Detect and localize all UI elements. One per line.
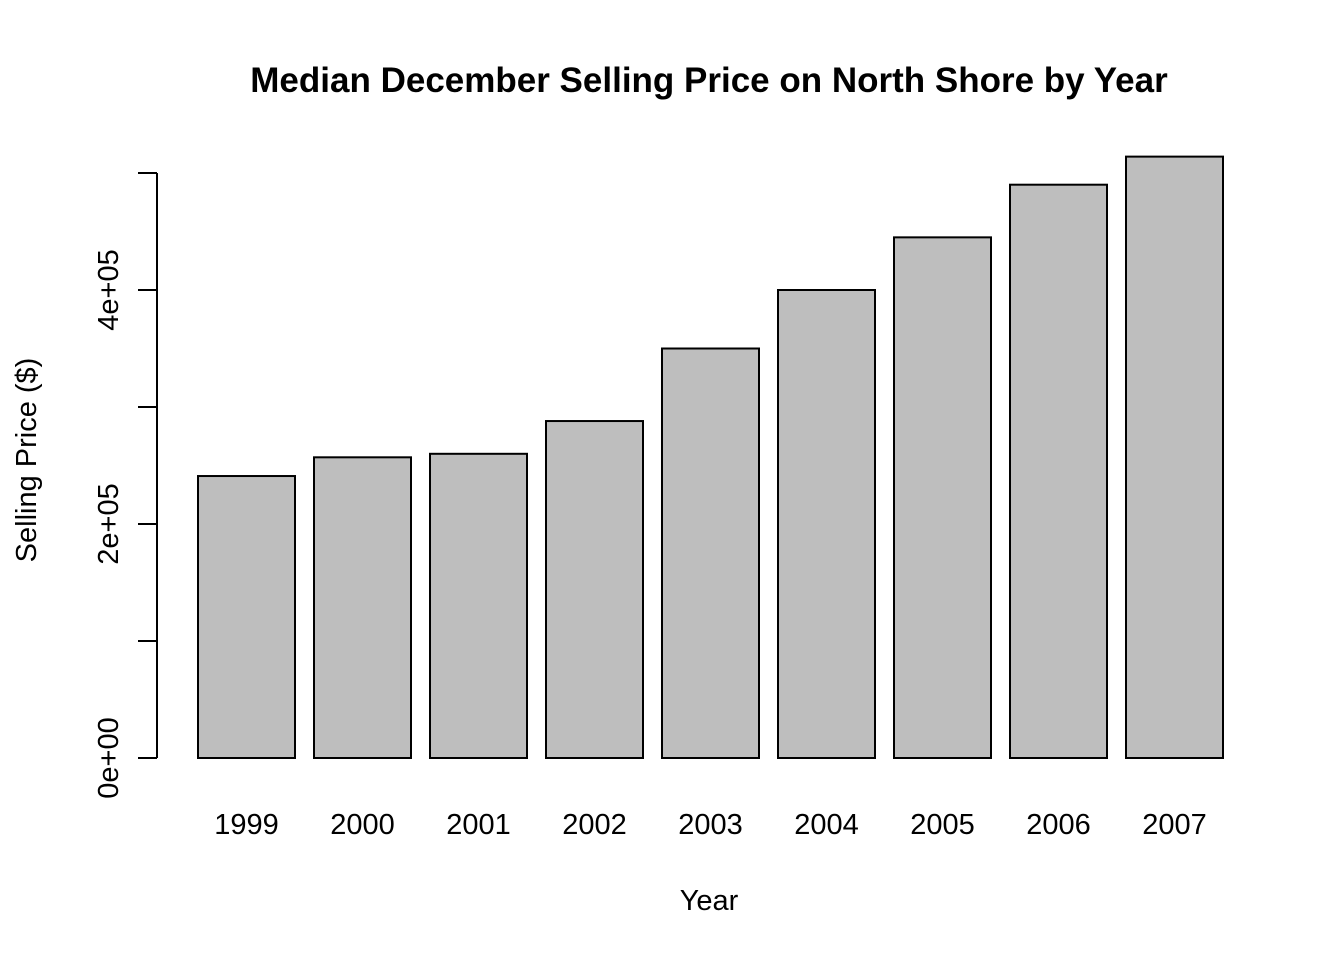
y-axis: 0e+00 2e+05 4e+05 bbox=[93, 172, 158, 799]
bar-2002 bbox=[545, 420, 644, 759]
x-tick-label-1999: 1999 bbox=[214, 809, 279, 841]
x-tick-label-2006: 2006 bbox=[1026, 809, 1091, 841]
y-tick-label: 4e+05 bbox=[93, 249, 125, 330]
bar-2001 bbox=[429, 452, 528, 759]
bar-2005 bbox=[893, 236, 992, 760]
x-tick-label-2000: 2000 bbox=[330, 809, 395, 841]
x-tick-label-2004: 2004 bbox=[794, 809, 859, 841]
y-tick-label: 0e+00 bbox=[93, 717, 125, 798]
y-tick-label: 2e+05 bbox=[93, 483, 125, 564]
bar-1999 bbox=[197, 475, 296, 759]
x-tick-label-2003: 2003 bbox=[678, 809, 743, 841]
x-tick-labels: 1999 2000 2001 2002 2003 2004 2005 2006 2007 bbox=[214, 809, 1207, 841]
x-tick-label-2007: 2007 bbox=[1142, 809, 1207, 841]
x-tick-label-2002: 2002 bbox=[562, 809, 627, 841]
bar-2004 bbox=[777, 289, 876, 759]
bar-2003 bbox=[661, 347, 760, 759]
bar-2006 bbox=[1009, 183, 1108, 759]
y-axis-label: Selling Price ($) bbox=[11, 358, 43, 563]
x-tick-label-2005: 2005 bbox=[910, 809, 975, 841]
x-axis-label: Year bbox=[680, 885, 739, 917]
bar-2007 bbox=[1125, 155, 1224, 759]
chart-title: Median December Selling Price on North S… bbox=[250, 61, 1168, 100]
x-tick-label-2001: 2001 bbox=[446, 809, 511, 841]
bars-group bbox=[197, 155, 1224, 760]
bar-2000 bbox=[313, 456, 412, 759]
